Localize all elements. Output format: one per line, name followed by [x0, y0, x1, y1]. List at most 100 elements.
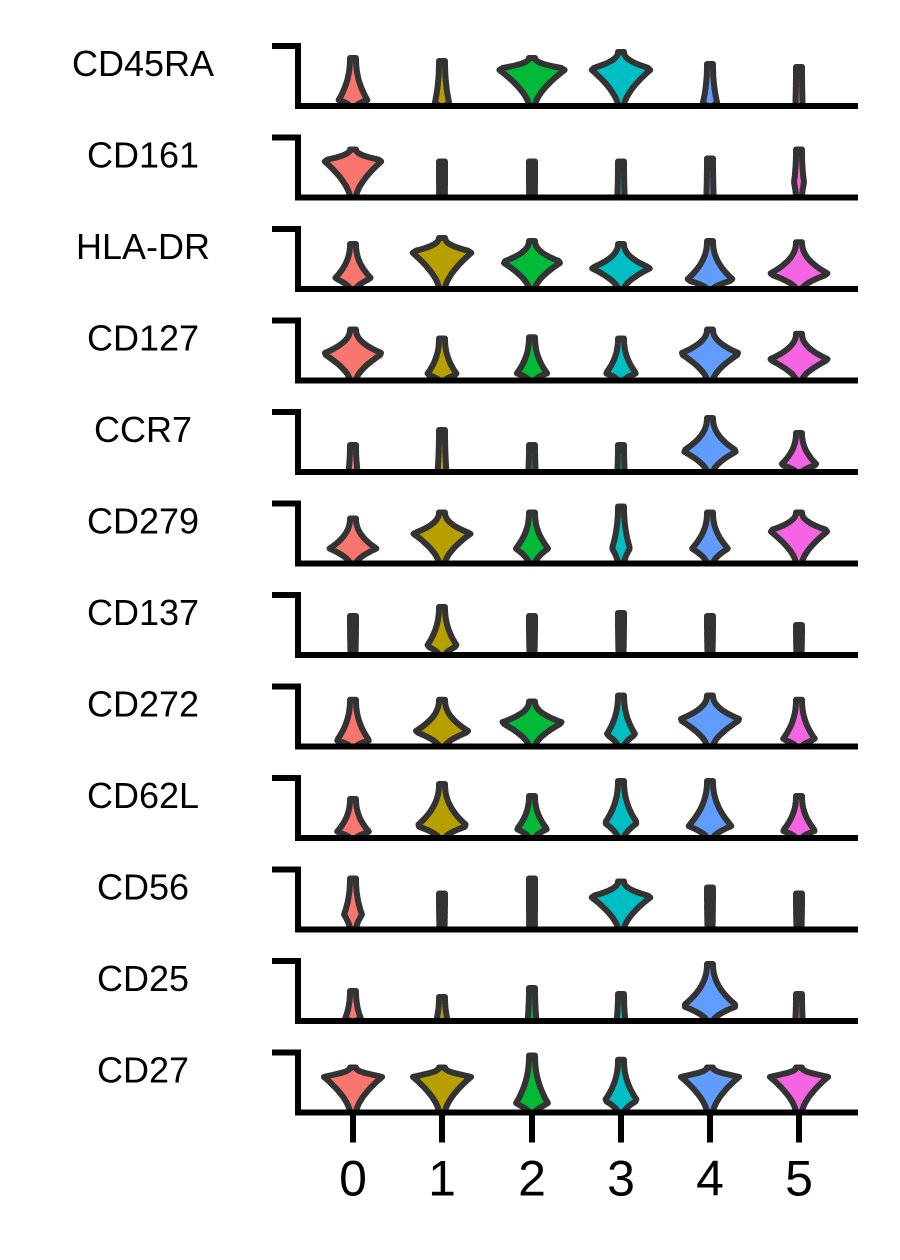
violin-cd137-cluster-3 — [615, 610, 627, 658]
x-tick-label: 1 — [428, 1151, 456, 1207]
violin-cd279-cluster-4 — [689, 509, 731, 567]
gene-label: CCR7 — [94, 409, 192, 450]
violin-cd56-cluster-0 — [341, 875, 365, 933]
violin-cd45ra-cluster-2 — [496, 55, 568, 109]
violin-cd127-cluster-5 — [767, 330, 831, 384]
gene-label: CD137 — [87, 592, 199, 633]
violin-hla-dr-cluster-4 — [684, 238, 736, 292]
x-axis: 0 1 2 3 4 5 — [339, 1112, 813, 1207]
violin-cd137-cluster-5 — [793, 622, 805, 658]
panel-cd137: CD137 — [87, 592, 858, 658]
panel-cd272: CD272 — [87, 683, 858, 750]
panel-axis — [272, 866, 858, 933]
panel-cd27: CD27 — [97, 1049, 858, 1116]
panel-cd25: CD25 — [97, 958, 858, 1024]
violin-ccr7-cluster-1 — [434, 427, 450, 475]
violin-cd25-cluster-5 — [792, 991, 806, 1024]
gene-label: CD279 — [87, 501, 199, 542]
gene-label: CD127 — [87, 318, 199, 359]
violin-cd25-cluster-4 — [681, 961, 739, 1024]
violin-cd25-cluster-3 — [613, 991, 629, 1024]
panel-cd45ra: CD45RA — [72, 43, 858, 109]
gene-label: CD45RA — [72, 43, 214, 84]
panel-axis — [272, 500, 858, 567]
violin-cd272-cluster-2 — [499, 698, 565, 750]
panel-ccr7: CCR7 — [94, 409, 858, 475]
violin-cd137-cluster-1 — [424, 604, 460, 658]
violin-cd27-cluster-1 — [409, 1064, 475, 1116]
violin-cd127-cluster-0 — [322, 326, 384, 384]
panel-cd56: CD56 — [97, 866, 858, 933]
violin-ccr7-cluster-2 — [525, 442, 539, 475]
violin-cd272-cluster-4 — [678, 692, 742, 750]
violin-cd27-cluster-3 — [602, 1056, 640, 1116]
violin-cd45ra-cluster-3 — [588, 49, 654, 109]
panel-axis — [272, 683, 858, 750]
panel-axis — [272, 317, 858, 384]
violin-cd127-cluster-4 — [679, 326, 741, 384]
violin-cd137-cluster-2 — [526, 613, 538, 658]
violin-hla-dr-cluster-1 — [409, 235, 475, 292]
x-tick-label: 2 — [518, 1151, 546, 1207]
violin-cd62l-cluster-3 — [602, 778, 640, 841]
violin-cd279-cluster-5 — [767, 509, 831, 567]
violin-cd62l-cluster-1 — [415, 781, 469, 841]
gene-label: CD272 — [87, 684, 199, 725]
violin-cd272-cluster-5 — [780, 696, 818, 750]
violin-cd279-cluster-2 — [513, 509, 551, 567]
violin-cd56-cluster-3 — [588, 878, 654, 933]
violin-cd56-cluster-5 — [793, 890, 805, 933]
violin-cd27-cluster-5 — [766, 1064, 832, 1116]
violin-cd25-cluster-0 — [342, 988, 364, 1024]
violin-cd56-cluster-1 — [436, 890, 448, 933]
violin-cd137-cluster-0 — [347, 613, 359, 658]
violin-cd45ra-cluster-4 — [699, 61, 721, 109]
gene-label: CD161 — [87, 135, 199, 176]
violin-cd127-cluster-1 — [424, 335, 460, 384]
violin-hla-dr-cluster-3 — [589, 241, 653, 292]
violin-cd279-cluster-1 — [410, 509, 474, 567]
panel-cd279: CD279 — [87, 500, 858, 567]
x-tick-label: 5 — [785, 1151, 813, 1207]
panel-axis — [272, 958, 858, 1024]
panel-axis — [272, 409, 858, 475]
violin-cd272-cluster-1 — [413, 696, 471, 750]
violin-ccr7-cluster-0 — [345, 442, 361, 475]
panel-axis — [272, 226, 858, 292]
violin-cd137-cluster-4 — [704, 613, 716, 658]
violin-cd62l-cluster-0 — [334, 796, 372, 841]
violin-cd45ra-cluster-1 — [432, 58, 452, 109]
gene-label: CD62L — [87, 775, 199, 816]
violin-cd279-cluster-0 — [326, 515, 380, 567]
violin-cd161-cluster-4 — [703, 155, 717, 201]
violin-cd62l-cluster-2 — [514, 793, 550, 841]
violin-cd27-cluster-2 — [513, 1052, 551, 1116]
violin-cd56-cluster-2 — [526, 875, 538, 933]
violin-cd161-cluster-0 — [321, 146, 385, 201]
violin-cd62l-cluster-5 — [780, 793, 818, 841]
x-tick-label: 0 — [339, 1151, 367, 1207]
violin-ccr7-cluster-3 — [614, 442, 628, 475]
panel-cd62l: CD62L — [87, 775, 858, 841]
panel-axis — [272, 43, 858, 109]
violin-cd25-cluster-2 — [524, 985, 540, 1024]
x-tick-label: 4 — [696, 1151, 724, 1207]
violin-ccr7-cluster-4 — [681, 415, 739, 475]
violin-cd127-cluster-2 — [513, 334, 551, 384]
violin-cd161-cluster-5 — [791, 146, 807, 201]
violin-cd272-cluster-0 — [334, 696, 372, 750]
panel-axis — [272, 1049, 858, 1116]
panel-hla-dr: HLA-DR — [76, 226, 858, 292]
panel-axis — [272, 775, 858, 841]
panel-cd161: CD161 — [87, 134, 858, 201]
violin-cd127-cluster-3 — [603, 335, 639, 384]
violin-hla-dr-cluster-5 — [767, 239, 831, 292]
violin-ccr7-cluster-5 — [778, 430, 820, 475]
violin-cd45ra-cluster-0 — [335, 55, 371, 109]
violin-hla-dr-cluster-2 — [501, 238, 563, 292]
violin-cd27-cluster-0 — [320, 1064, 386, 1116]
violin-cd161-cluster-1 — [436, 158, 448, 201]
violin-cd27-cluster-4 — [677, 1064, 743, 1116]
violin-cd272-cluster-3 — [604, 692, 638, 750]
